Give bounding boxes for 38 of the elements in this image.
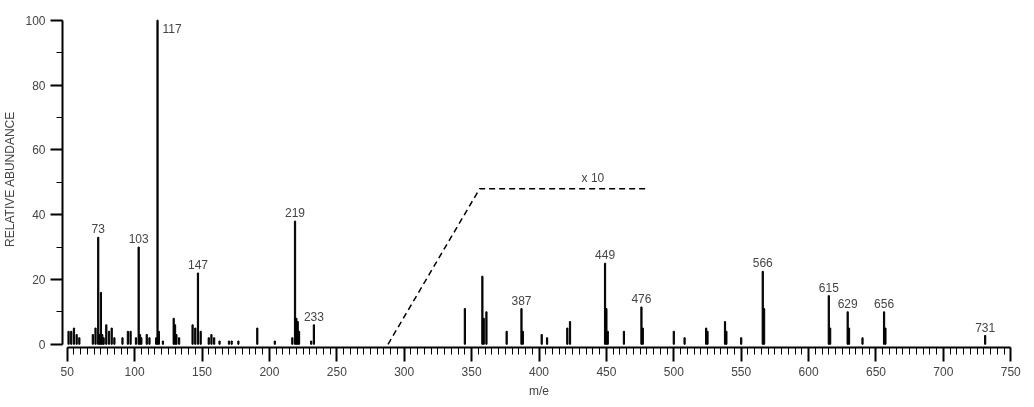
- y-tick-label: 0: [38, 337, 46, 352]
- annotation: 147: [187, 257, 209, 272]
- annotation: 117: [162, 22, 182, 37]
- x-tick-label: 350: [461, 364, 482, 379]
- x-tick-label: 650: [865, 364, 887, 379]
- x-tick-label: 500: [663, 364, 685, 379]
- annotation: 615: [818, 280, 840, 295]
- y-tick-label: 100: [25, 13, 46, 28]
- annotation: 233: [303, 309, 325, 324]
- annotation: 219: [285, 206, 306, 221]
- x-tick-label: 100: [124, 364, 145, 379]
- annotation: 656: [874, 296, 895, 311]
- x-tick-label: 700: [933, 364, 954, 379]
- y-axis-title: RELATIVE ABUNDANCE: [3, 111, 18, 247]
- y-tick-label: 20: [32, 272, 46, 287]
- annotation: 731: [975, 320, 996, 335]
- x-tick-label: 750: [1000, 364, 1022, 379]
- annotation: 566: [752, 256, 774, 271]
- annotation: x 10: [581, 170, 605, 185]
- annotation: 103: [128, 232, 149, 247]
- x-tick-label: 550: [731, 364, 752, 379]
- y-tick-label: 80: [32, 78, 46, 93]
- y-tick-label: 40: [32, 208, 46, 223]
- y-tick-label: 60: [32, 143, 46, 158]
- annotation: 629: [837, 296, 859, 311]
- x-tick-label: 450: [596, 364, 617, 379]
- annotation: 73: [91, 222, 106, 237]
- x-tick-label: 300: [394, 364, 415, 379]
- x-axis-title: m/e: [529, 383, 550, 398]
- annotation: 476: [631, 292, 652, 306]
- annotation: 387: [511, 293, 532, 308]
- x-tick-label: 150: [192, 364, 213, 379]
- x-tick-label: 600: [798, 364, 819, 379]
- x-tick-label: 250: [326, 364, 348, 379]
- annotation: 449: [595, 248, 616, 263]
- x-tick-label: 400: [528, 364, 550, 379]
- x-tick-label: 200: [259, 364, 280, 379]
- x-tick-label: 50: [60, 364, 75, 379]
